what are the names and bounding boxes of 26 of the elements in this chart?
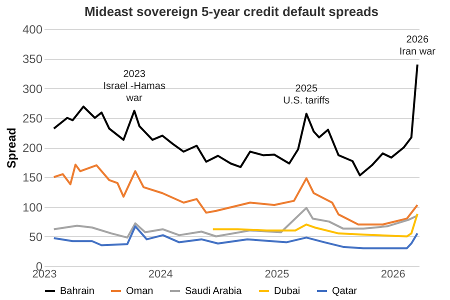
y-tick-label: 150 — [22, 170, 43, 185]
legend-label: Saudi Arabia — [185, 286, 242, 297]
annotation: 2023 Israel -Hamas war — [103, 68, 166, 104]
chart-title: Mideast sovereign 5-year credit default spreads — [84, 4, 379, 19]
line-series — [212, 212, 418, 238]
legend-label: Bahrain — [60, 286, 94, 297]
legend-label: Dubai — [274, 286, 300, 297]
x-tick-label: 2026 — [380, 268, 406, 280]
x-tick-label: 2025 — [264, 268, 290, 280]
y-tick-label: 350 — [22, 52, 43, 66]
legend-label: Oman — [126, 286, 154, 297]
annotation: 2025 U.S. tariffs — [283, 84, 330, 107]
y-tick-label: 300 — [22, 82, 43, 96]
y-tick-label: 400 — [22, 22, 43, 36]
legend-label: Qatar — [332, 286, 358, 297]
x-tick-label: 2024 — [148, 268, 173, 280]
y-tick-label: 250 — [22, 111, 43, 126]
y-tick-label: 200 — [22, 141, 43, 155]
line-series — [52, 164, 418, 226]
line-series — [52, 64, 418, 176]
y-tick-label: 50 — [29, 230, 43, 244]
annotation: 2026 Iran war — [399, 34, 436, 58]
line-series — [52, 206, 418, 239]
y-tick-label: 100 — [22, 200, 43, 214]
line-series — [52, 225, 418, 250]
y-axis-title: Spread — [4, 128, 18, 168]
